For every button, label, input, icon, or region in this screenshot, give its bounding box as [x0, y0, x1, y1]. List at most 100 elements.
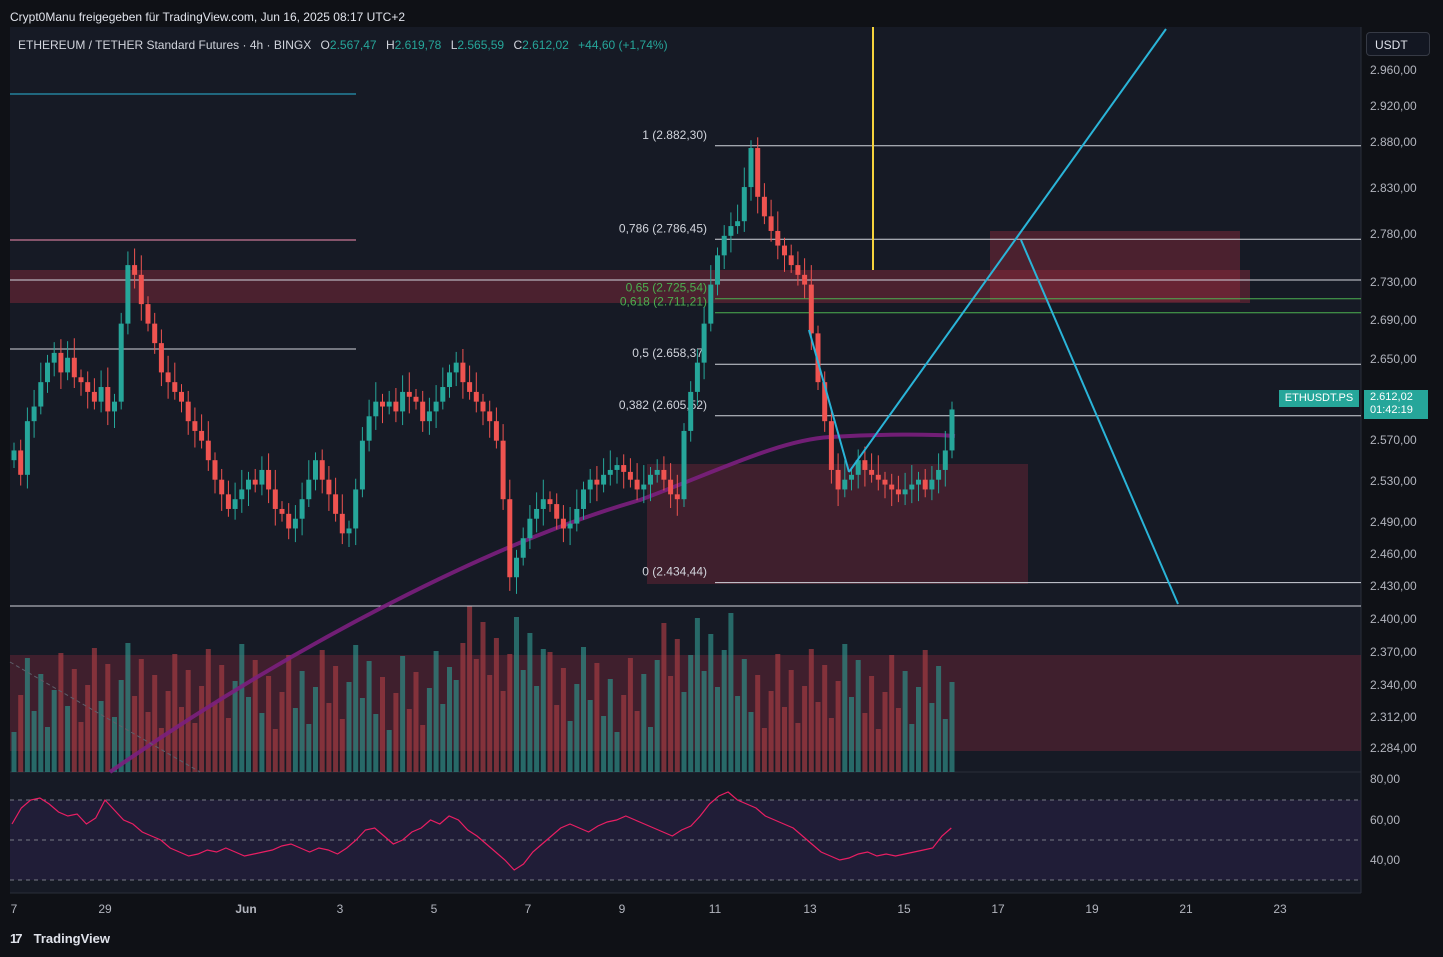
bar-countdown: 01:42:19: [1370, 404, 1413, 416]
volume-bar: [634, 711, 640, 772]
candle-body: [688, 391, 694, 431]
candle-body: [24, 421, 30, 475]
time-axis-tick: 19: [1085, 902, 1099, 916]
candle-body: [98, 387, 104, 402]
last-price-tag: 2.612,02 01:42:19: [1364, 390, 1428, 419]
volume-bar: [681, 692, 687, 772]
candle-body: [212, 460, 218, 480]
volume-bar: [433, 651, 439, 772]
candle-body: [219, 479, 225, 495]
resistance-zone: [10, 270, 1250, 303]
volume-bar: [775, 654, 781, 772]
volume-bar: [286, 655, 292, 772]
candle-body: [413, 396, 419, 402]
candle-body: [313, 460, 318, 480]
volume-bar: [366, 661, 372, 772]
candle-body: [741, 187, 747, 222]
candle-body: [560, 518, 566, 529]
volume-bar: [266, 676, 272, 772]
price-axis-tick: 2.400,00: [1370, 612, 1417, 626]
candle-body: [460, 362, 466, 383]
volume-bar: [534, 686, 540, 772]
fib-level-label: 0,618 (2.711,21): [620, 295, 707, 309]
candle-body: [172, 382, 178, 392]
volume-bar: [393, 693, 399, 772]
volume-bar: [949, 682, 955, 772]
volume-bar: [641, 674, 647, 772]
candle-body: [252, 479, 258, 485]
candle-body: [500, 440, 506, 500]
volume-bar: [694, 618, 700, 772]
tradingview-brand[interactable]: 17 TradingView: [10, 931, 110, 946]
volume-bar: [460, 643, 466, 772]
candle-body: [426, 411, 432, 422]
volume-bar: [869, 676, 875, 772]
volume-bar: [447, 667, 452, 772]
volume-bar: [205, 649, 211, 772]
candle-body: [681, 430, 687, 500]
candle-body: [902, 489, 908, 495]
volume-bar: [319, 650, 325, 772]
volume-bar: [815, 702, 821, 772]
volume-bar: [808, 649, 814, 772]
candle-body: [654, 469, 660, 475]
currency-button[interactable]: USDT: [1366, 32, 1430, 56]
volume-bar: [614, 732, 620, 772]
volume-bar: [58, 653, 64, 772]
candle-body: [319, 460, 325, 480]
candle-body: [694, 362, 700, 392]
price-axis-tick: 2.430,00: [1370, 579, 1417, 593]
attribution-text: Crypt0Manu freigegeben für TradingView.c…: [10, 10, 406, 24]
candle-body: [138, 274, 144, 305]
candle-body: [420, 401, 426, 422]
volume-bar: [882, 692, 888, 772]
volume-bar: [889, 655, 895, 772]
candle-body: [648, 474, 653, 485]
volume-bar: [78, 722, 84, 772]
candle-body: [627, 471, 633, 480]
volume-bar: [822, 665, 828, 772]
close-label: C: [513, 38, 523, 52]
candle-body: [473, 391, 479, 402]
volume-bar: [252, 660, 258, 772]
candle-body: [668, 479, 674, 495]
volume-bar: [674, 639, 680, 772]
candle-body: [493, 421, 499, 441]
rsi-axis-tick: 80,00: [1370, 772, 1400, 786]
volume-bar: [929, 703, 935, 772]
time-axis-tick: 23: [1273, 902, 1287, 916]
candle-body: [152, 323, 158, 344]
candle-body: [333, 494, 339, 514]
rsi-line: [11, 791, 952, 871]
volume-bar: [802, 686, 808, 772]
candle-body: [192, 421, 198, 431]
price-axis-tick: 2.960,00: [1370, 63, 1417, 77]
volume-bar: [942, 719, 948, 772]
candle-body: [71, 357, 77, 378]
candle-body: [748, 148, 754, 188]
volume-bar: [621, 695, 627, 772]
fib-level-label: 0,5 (2.658,37): [632, 346, 707, 360]
volume-bar: [225, 718, 231, 772]
volume-bar: [11, 732, 17, 772]
time-axis-tick: 15: [897, 902, 911, 916]
brand-name: TradingView: [33, 931, 110, 946]
fib-level-label: 0,786 (2.786,45): [619, 221, 707, 235]
candle-body: [132, 265, 138, 275]
volume-bar: [688, 655, 694, 772]
candle-body: [721, 235, 727, 256]
candle-body: [353, 489, 359, 529]
volume-bar: [420, 725, 426, 772]
candle-body: [65, 357, 71, 373]
candle-body: [306, 479, 312, 500]
candle-body: [480, 401, 486, 412]
candle-body: [916, 479, 921, 485]
candle-body: [621, 465, 627, 472]
candle-body: [507, 499, 513, 578]
volume-bar: [98, 701, 104, 772]
candle-body: [594, 479, 600, 485]
symbol-title[interactable]: ETHEREUM / TETHER Standard Futures · 4h …: [18, 38, 312, 52]
candle-body: [882, 479, 888, 485]
volume-bar: [768, 691, 774, 772]
